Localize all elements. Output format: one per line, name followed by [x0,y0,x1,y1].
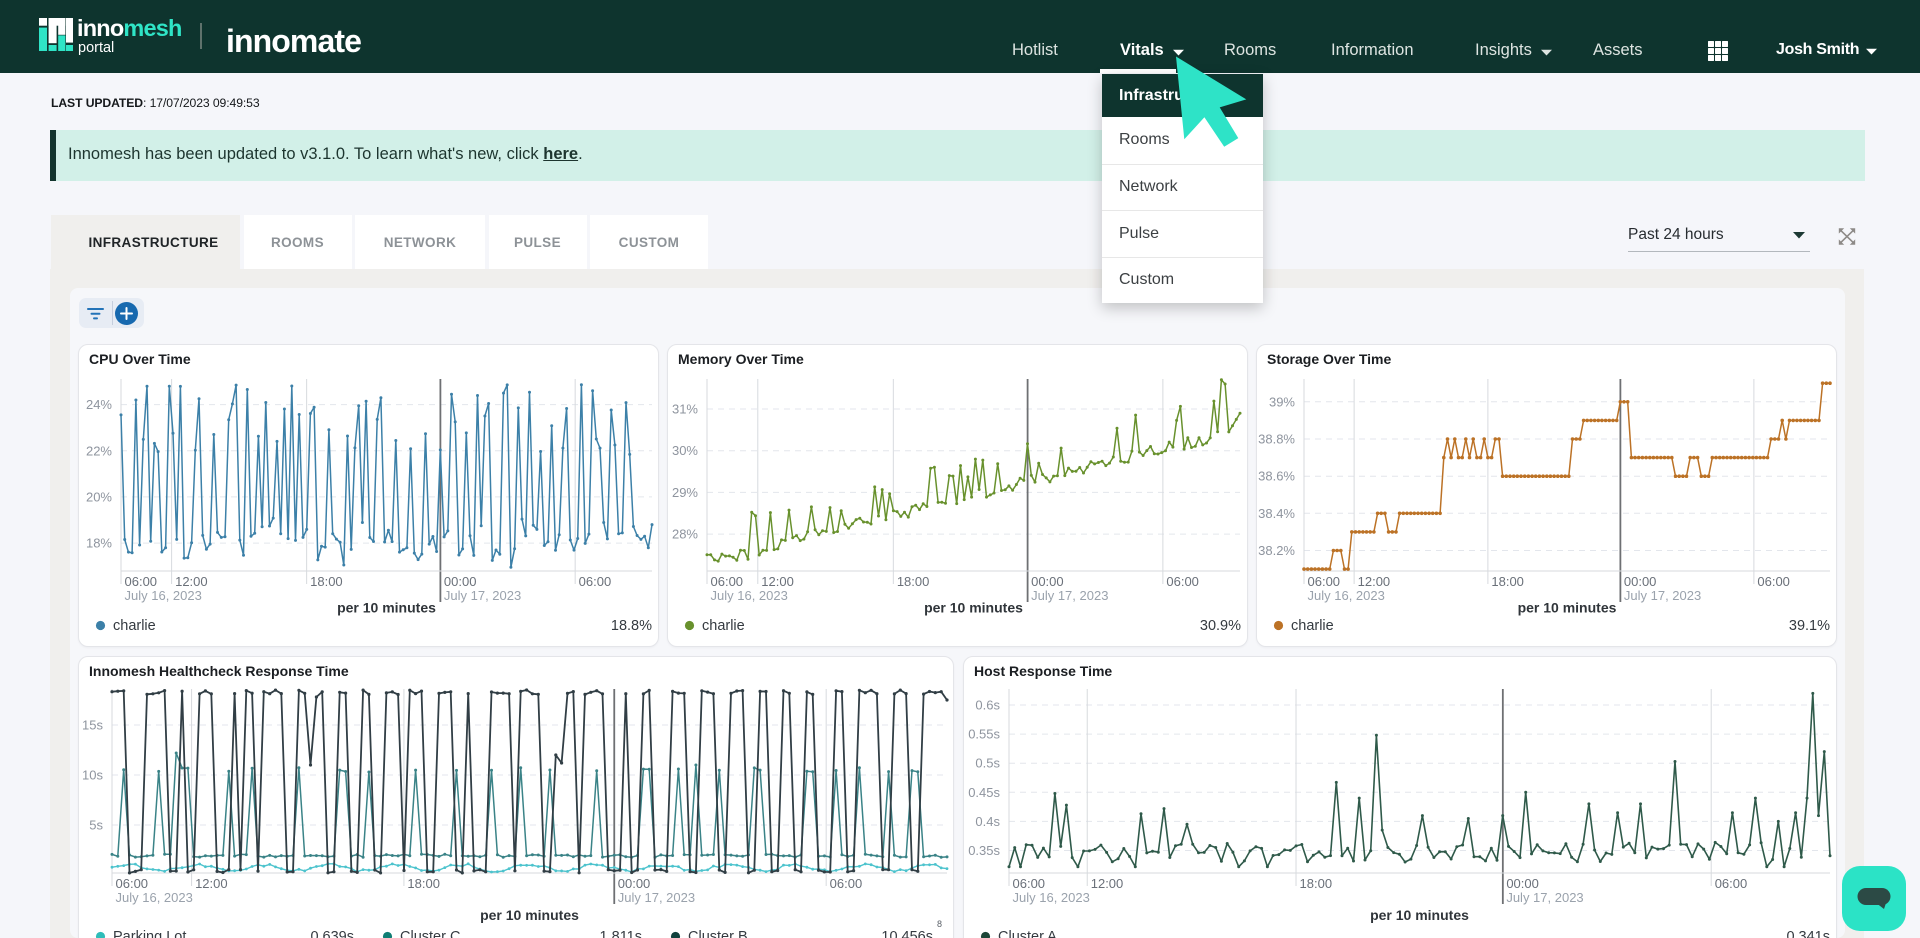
svg-text:0.639s: 0.639s [310,929,354,938]
svg-text:0.5s: 0.5s [975,756,1000,771]
svg-text:38.2%: 38.2% [1258,543,1295,558]
svg-text:15s: 15s [82,718,103,733]
svg-text:0.4s: 0.4s [975,814,1000,829]
svg-text:per 10 minutes: per 10 minutes [337,600,436,616]
svg-text:Cluster B: Cluster B [688,929,748,938]
svg-text:06:00: 06:00 [579,574,612,589]
svg-text:8: 8 [937,919,942,929]
svg-text:1.811s: 1.811s [600,929,642,938]
svg-text:10.456s: 10.456s [881,929,933,938]
svg-text:July 16, 2023: July 16, 2023 [1013,890,1090,905]
svg-text:0.6s: 0.6s [975,698,1000,713]
svg-text:July 16, 2023: July 16, 2023 [116,890,193,905]
svg-text:24%: 24% [86,397,112,412]
svg-text:06:00: 06:00 [125,574,158,589]
svg-text:0.55s: 0.55s [968,727,1000,742]
svg-text:06:00: 06:00 [711,574,744,589]
svg-text:18.8%: 18.8% [611,618,652,634]
svg-text:06:00: 06:00 [1715,876,1748,891]
svg-text:06:00: 06:00 [830,876,863,891]
svg-text:00:00: 00:00 [618,876,651,891]
svg-text:July 16, 2023: July 16, 2023 [125,588,202,603]
svg-text:July 17, 2023: July 17, 2023 [1031,588,1108,603]
svg-text:18%: 18% [86,536,112,551]
svg-text:06:00: 06:00 [1757,574,1790,589]
svg-text:18:00: 18:00 [1491,574,1524,589]
svg-text:00:00: 00:00 [1506,876,1539,891]
svg-text:per 10 minutes: per 10 minutes [1518,600,1617,616]
svg-text:12:00: 12:00 [175,574,208,589]
svg-text:0.341s: 0.341s [1786,929,1830,938]
svg-text:July 17, 2023: July 17, 2023 [444,588,521,603]
svg-text:06:00: 06:00 [1166,574,1199,589]
svg-text:12:00: 12:00 [195,876,228,891]
svg-text:charlie: charlie [702,618,745,634]
svg-text:00:00: 00:00 [444,574,477,589]
svg-text:00:00: 00:00 [1624,574,1657,589]
svg-text:30%: 30% [672,443,698,458]
svg-text:July 17, 2023: July 17, 2023 [618,890,695,905]
svg-text:10s: 10s [82,768,103,783]
svg-text:28%: 28% [672,527,698,542]
svg-text:0.35s: 0.35s [968,843,1000,858]
svg-text:0.45s: 0.45s [968,785,1000,800]
svg-text:12:00: 12:00 [1091,876,1124,891]
svg-text:July 16, 2023: July 16, 2023 [1308,588,1385,603]
svg-text:Parking Lot: Parking Lot [113,929,186,938]
svg-text:31%: 31% [672,402,698,417]
svg-text:06:00: 06:00 [116,876,149,891]
svg-text:20%: 20% [86,489,112,504]
svg-text:Cluster C: Cluster C [400,929,460,938]
svg-text:12:00: 12:00 [1358,574,1391,589]
svg-text:Cluster A: Cluster A [998,929,1057,938]
svg-text:5s: 5s [89,818,103,833]
svg-text:06:00: 06:00 [1308,574,1341,589]
svg-text:Storage Over Time: Storage Over Time [1267,351,1391,367]
svg-text:Host Response Time: Host Response Time [974,663,1112,679]
svg-text:22%: 22% [86,443,112,458]
svg-text:per 10 minutes: per 10 minutes [924,600,1023,616]
svg-text:30.9%: 30.9% [1200,618,1241,634]
svg-text:38.8%: 38.8% [1258,432,1295,447]
svg-text:18:00: 18:00 [407,876,440,891]
svg-text:38.6%: 38.6% [1258,469,1295,484]
svg-text:18:00: 18:00 [1300,876,1333,891]
svg-text:18:00: 18:00 [897,574,930,589]
svg-text:CPU Over Time: CPU Over Time [89,351,191,367]
svg-text:charlie: charlie [113,618,156,634]
svg-text:July 16, 2023: July 16, 2023 [711,588,788,603]
svg-text:charlie: charlie [1291,618,1334,634]
svg-text:per 10 minutes: per 10 minutes [480,907,579,923]
svg-text:00:00: 00:00 [1031,574,1064,589]
svg-text:July 17, 2023: July 17, 2023 [1506,890,1583,905]
svg-text:39%: 39% [1269,394,1295,409]
svg-text:July 17, 2023: July 17, 2023 [1624,588,1701,603]
svg-text:Innomesh Healthcheck Response: Innomesh Healthcheck Response Time [89,663,349,679]
svg-text:38.4%: 38.4% [1258,506,1295,521]
svg-text:Memory Over Time: Memory Over Time [678,351,804,367]
svg-text:per 10 minutes: per 10 minutes [1370,907,1469,923]
svg-text:12:00: 12:00 [761,574,794,589]
svg-text:39.1%: 39.1% [1789,618,1830,634]
svg-text:18:00: 18:00 [310,574,343,589]
svg-text:29%: 29% [672,485,698,500]
svg-text:06:00: 06:00 [1013,876,1046,891]
